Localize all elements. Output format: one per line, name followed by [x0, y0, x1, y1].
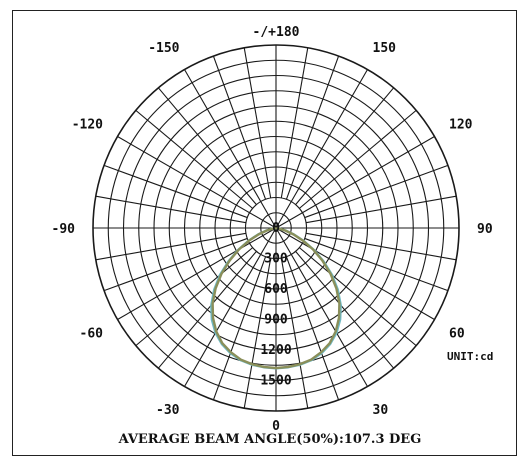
polar-labels: -/+1801501209060300-30-60-90-120-1500300…: [52, 25, 493, 434]
grid-spoke: [280, 47, 309, 199]
angle-tick-label: 150: [373, 41, 397, 56]
grid-spoke: [275, 227, 368, 387]
grid-spoke: [299, 247, 417, 347]
angle-tick-label: 0: [272, 419, 280, 434]
grid-spoke: [275, 69, 368, 229]
grid-spoke: [95, 195, 247, 224]
grid-spoke: [117, 227, 277, 320]
grid-spoke: [157, 87, 257, 205]
angle-tick-label: 60: [449, 327, 465, 342]
radial-tick-label: 0: [272, 221, 280, 236]
angle-tick-label: 30: [373, 403, 389, 418]
grid-spoke: [135, 109, 253, 209]
grid-spoke: [285, 55, 340, 200]
angle-tick-label: 90: [477, 222, 493, 237]
grid-spoke: [295, 87, 395, 205]
grid-spoke: [95, 232, 247, 261]
grid-spoke: [305, 232, 457, 261]
grid-spoke: [184, 227, 277, 387]
polar-grid: [92, 44, 460, 412]
grid-spoke: [304, 164, 449, 219]
angle-tick-label: -120: [72, 118, 103, 133]
grid-spoke: [135, 247, 253, 347]
angle-tick-label: 120: [449, 118, 473, 133]
grid-spoke: [243, 257, 272, 409]
chart-frame: [12, 10, 517, 456]
grid-spoke: [304, 237, 449, 292]
grid-spoke: [285, 256, 340, 401]
grid-spoke: [299, 109, 417, 209]
grid-spoke: [275, 136, 435, 229]
grid-spoke: [212, 256, 267, 401]
grid-spoke: [280, 257, 309, 409]
radial-tick-label: 1200: [260, 343, 291, 358]
intensity-curve: [211, 226, 341, 370]
angle-tick-label: -90: [52, 222, 76, 237]
unit-label: UNIT:cd: [447, 350, 493, 363]
radial-tick-label: 600: [264, 282, 288, 297]
grid-spoke: [275, 227, 435, 320]
radial-tick-label: 1500: [260, 374, 291, 389]
grid-spoke: [184, 69, 277, 229]
grid-spoke: [103, 237, 248, 292]
grid-spoke: [305, 195, 457, 224]
grid-spoke: [157, 251, 257, 369]
beam-angle-footer: AVERAGE BEAM ANGLE(50%):107.3 DEG: [118, 432, 422, 447]
angle-tick-label: -150: [148, 41, 179, 56]
grid-spoke: [212, 55, 267, 200]
grid-spoke: [295, 251, 395, 369]
grid-spoke: [117, 136, 277, 229]
angle-tick-label: -30: [156, 403, 180, 418]
radial-tick-label: 900: [264, 313, 288, 328]
intensity-curves: [210, 226, 342, 370]
radial-tick-label: 300: [264, 252, 288, 267]
grid-spoke: [103, 164, 248, 219]
angle-tick-label: -60: [80, 327, 104, 342]
grid-spoke: [243, 47, 272, 199]
angle-tick-label: -/+180: [253, 25, 300, 40]
